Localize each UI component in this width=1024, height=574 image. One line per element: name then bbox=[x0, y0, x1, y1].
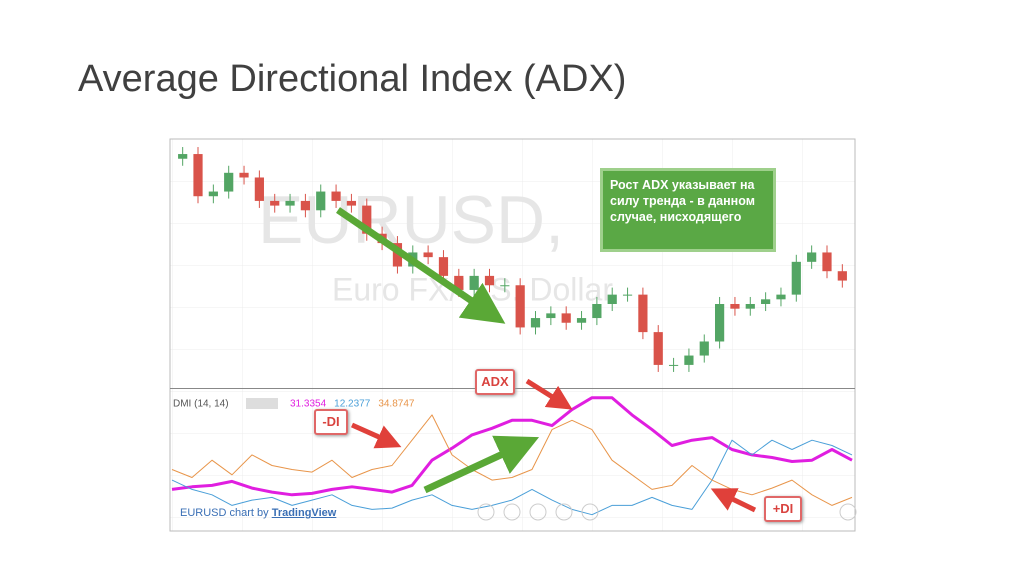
red-arrow bbox=[710, 488, 757, 513]
red-arrow bbox=[525, 378, 573, 410]
candle-body bbox=[807, 252, 817, 262]
candle-body bbox=[469, 275, 479, 290]
candle-body bbox=[285, 200, 295, 206]
candle-body bbox=[730, 304, 740, 309]
nav-button[interactable] bbox=[477, 503, 495, 521]
indicator-reading: 34.8747 bbox=[378, 399, 415, 410]
candle-body bbox=[254, 177, 264, 201]
candle-body bbox=[592, 304, 602, 319]
candle-body bbox=[346, 200, 357, 206]
annotation: Рост ADX указывает на силу тренда - в да… bbox=[600, 168, 776, 252]
candle-body bbox=[484, 275, 495, 286]
candle-body bbox=[622, 294, 633, 296]
nav-buttons bbox=[477, 503, 857, 521]
nav-button[interactable] bbox=[839, 503, 857, 521]
candle-body bbox=[270, 200, 280, 206]
nav-button[interactable] bbox=[555, 503, 573, 521]
candle-body bbox=[607, 294, 617, 304]
candle-body bbox=[500, 285, 510, 287]
callout-plus-di: +DI bbox=[764, 496, 802, 522]
slide-title: Average Directional Index (ADX) bbox=[78, 58, 627, 100]
candle-body bbox=[193, 154, 203, 197]
candle-body bbox=[715, 304, 725, 342]
candle-body bbox=[515, 285, 525, 328]
candle-body bbox=[438, 257, 449, 276]
candle-body bbox=[208, 191, 218, 197]
candle-body bbox=[653, 332, 663, 365]
nav-button[interactable] bbox=[581, 503, 599, 521]
candle-body bbox=[224, 172, 234, 192]
candle-body bbox=[331, 191, 341, 201]
candle-body bbox=[745, 304, 755, 309]
candle-body bbox=[423, 252, 433, 258]
indicator-reading: 31.3354 bbox=[290, 399, 327, 410]
candle-body bbox=[791, 261, 801, 295]
candle-body bbox=[668, 364, 679, 366]
indicator-title: DMI (14, 14) bbox=[173, 399, 229, 410]
candle-body bbox=[776, 294, 786, 300]
nav-button[interactable] bbox=[529, 503, 547, 521]
candle-body bbox=[300, 200, 310, 211]
watermark-symbol: EURUSD, bbox=[258, 182, 564, 258]
candle-body bbox=[561, 313, 571, 323]
credit: EURUSD chart by TradingView bbox=[180, 507, 336, 519]
indicator-line bbox=[171, 439, 853, 516]
credit-text: EURUSD chart by bbox=[180, 507, 269, 519]
candle-body bbox=[316, 191, 326, 211]
candle-body bbox=[761, 299, 771, 304]
candle-body bbox=[362, 205, 372, 234]
callout-adx: ADX bbox=[475, 369, 515, 395]
indicator-controls[interactable] bbox=[246, 398, 278, 409]
credit-link[interactable]: TradingView bbox=[271, 507, 337, 519]
green-arrow bbox=[336, 207, 506, 324]
red-arrow bbox=[350, 422, 402, 449]
candle-body bbox=[576, 318, 587, 323]
candle-body bbox=[392, 243, 403, 267]
candle-body bbox=[178, 154, 188, 159]
candle-body bbox=[684, 355, 694, 365]
green-arrow bbox=[423, 435, 540, 494]
candle-body bbox=[699, 341, 709, 356]
indicator-line bbox=[171, 396, 853, 497]
indicator-readings: 31.3354 12.2377 34.8747 bbox=[290, 399, 415, 410]
candle-body bbox=[546, 313, 556, 319]
candle-body bbox=[530, 318, 541, 328]
indicator-reading: 12.2377 bbox=[334, 399, 371, 410]
candle-body bbox=[837, 271, 847, 281]
candle-body bbox=[638, 294, 648, 333]
nav-button[interactable] bbox=[503, 503, 521, 521]
candle-body bbox=[454, 275, 464, 290]
callout-minus-di: -DI bbox=[314, 409, 348, 435]
candle-body bbox=[239, 172, 249, 178]
candle-body bbox=[822, 252, 832, 272]
